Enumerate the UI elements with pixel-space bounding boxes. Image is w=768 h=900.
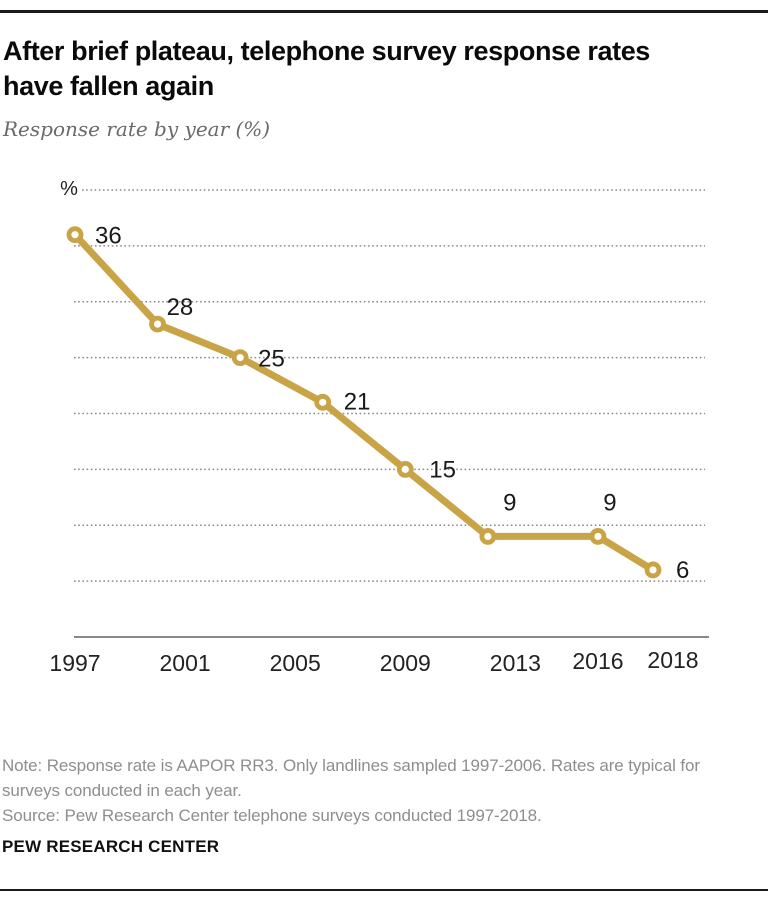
data-point-label-2009: 15 xyxy=(429,456,456,483)
x-tick-label-2013: 2013 xyxy=(490,650,541,676)
x-tick-label-2005: 2005 xyxy=(270,650,321,676)
source-text: Source: Pew Research Center telephone su… xyxy=(2,806,542,825)
x-tick-label-2009: 2009 xyxy=(380,650,431,676)
data-point-marker-2000 xyxy=(149,315,166,333)
chart-title: After brief plateau, telephone survey re… xyxy=(3,34,765,104)
note-text-line-2: surveys conducted in each year. xyxy=(2,781,242,800)
data-point-label-2018: 6 xyxy=(676,557,689,584)
chart-footer: Note: Response rate is AAPOR RR3. Only l… xyxy=(2,753,766,857)
note-text-line-1: Note: Response rate is AAPOR RR3. Only l… xyxy=(2,756,700,775)
data-point-label-2012: 9 xyxy=(503,489,516,516)
y-axis-unit-label: % xyxy=(60,178,78,200)
data-point-label-2016: 9 xyxy=(603,489,616,516)
chart-subtitle: Response rate by year (%) xyxy=(3,117,271,141)
x-tick-label-2001: 2001 xyxy=(160,650,211,676)
data-point-label-2000: 28 xyxy=(167,294,194,321)
data-point-marker-2006 xyxy=(314,393,332,411)
data-point-marker-2016 xyxy=(589,528,607,545)
top-divider xyxy=(0,10,768,13)
data-point-marker-2018 xyxy=(644,561,662,579)
chart-title-line-1: After brief plateau, telephone survey re… xyxy=(3,36,650,66)
x-tick-label-2016: 2016 xyxy=(572,648,623,674)
data-point-marker-2012 xyxy=(479,528,497,545)
response-rate-line-chart: % 36 28 25 21 15 9 9 6 1997 2001 2005 2009 2013 2016 20… xyxy=(49,178,709,676)
bottom-divider xyxy=(0,889,768,891)
data-point-marker-2003 xyxy=(231,349,249,367)
response-rate-series-line xyxy=(71,231,657,574)
x-tick-label-1997: 1997 xyxy=(49,650,100,676)
chart-title-line-2: have fallen again xyxy=(3,71,214,101)
x-tick-label-2018: 2018 xyxy=(647,647,698,673)
data-point-label-2003: 25 xyxy=(258,346,285,373)
data-point-marker-2009 xyxy=(396,460,414,478)
pew-research-center-wordmark: PEW RESEARCH CENTER xyxy=(2,837,220,856)
data-point-label-1997: 36 xyxy=(95,223,122,250)
data-point-marker-1997 xyxy=(66,226,84,244)
data-point-label-2006: 21 xyxy=(344,388,371,415)
